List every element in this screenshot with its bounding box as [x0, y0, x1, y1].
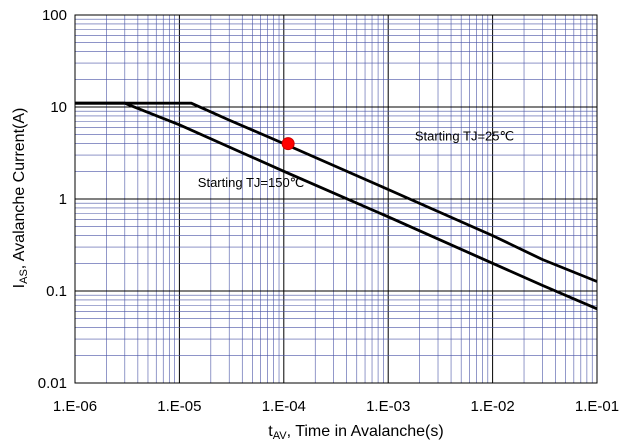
x-axis-title-sub: AV	[273, 430, 288, 442]
x-axis-title: tAV, Time in Avalanche(s)	[268, 423, 443, 442]
annotations: Starting TJ=25℃ Starting TJ=150℃	[198, 129, 514, 190]
y-axis-title-main: I	[11, 284, 28, 288]
plot-area-frame	[74, 14, 598, 384]
x-tick-label: 1.E-06	[53, 398, 97, 415]
series-line-tj25	[75, 101, 598, 283]
grid	[74, 15, 597, 384]
series-line-tj150	[75, 101, 598, 311]
x-tick-label: 1.E-01	[575, 398, 619, 415]
x-axis-title-rest: , Time in Avalanche(s)	[287, 423, 444, 440]
x-tick-label: 1.E-04	[262, 398, 306, 415]
y-tick-label: 0.1	[46, 283, 67, 300]
x-axis-ticks: 1.E-06 1.E-05 1.E-04 1.E-03 1.E-02 1.E-01	[53, 398, 619, 415]
y-axis-title: IAS, Avalanche Current(A)	[11, 108, 30, 289]
y-axis-title-rest: , Avalanche Current(A)	[11, 108, 28, 270]
x-axis-title-main: t	[268, 423, 273, 440]
y-tick-label: 1	[59, 191, 67, 208]
annotation-tj150: Starting TJ=150℃	[198, 175, 305, 190]
x-tick-label: 1.E-05	[157, 398, 201, 415]
marker-point	[281, 137, 295, 151]
annotation-tj25: Starting TJ=25℃	[415, 129, 514, 144]
y-tick-label: 10	[50, 99, 67, 116]
x-tick-label: 1.E-02	[470, 398, 514, 415]
x-tick-label: 1.E-03	[366, 398, 410, 415]
series-layer	[75, 101, 598, 311]
y-tick-label: 0.01	[38, 375, 67, 392]
y-axis-title-sub: AS	[18, 269, 30, 284]
y-tick-label: 100	[42, 7, 67, 24]
y-axis-ticks: 0.01 0.1 1 10 100	[38, 7, 67, 392]
